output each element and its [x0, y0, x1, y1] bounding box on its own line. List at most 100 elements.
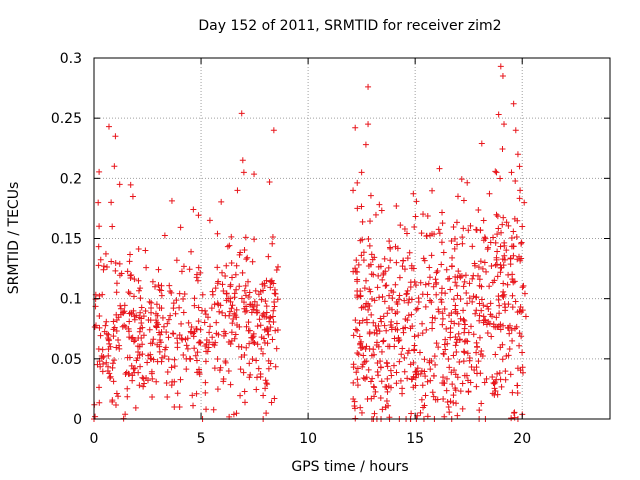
data-point	[256, 316, 263, 323]
data-point	[126, 258, 133, 265]
data-point	[478, 283, 485, 290]
data-point	[195, 339, 202, 346]
data-point	[485, 318, 492, 325]
data-point	[193, 390, 200, 397]
data-point	[507, 261, 514, 268]
data-point	[247, 301, 254, 308]
data-point	[401, 297, 408, 304]
data-point	[257, 322, 264, 329]
data-point	[492, 388, 499, 395]
data-point	[498, 229, 505, 236]
data-point	[262, 377, 269, 384]
data-point	[517, 304, 524, 311]
data-point	[195, 318, 202, 325]
data-point	[483, 375, 490, 382]
data-point	[128, 272, 135, 279]
data-point	[491, 277, 498, 284]
data-point	[420, 404, 427, 411]
data-point	[390, 362, 397, 369]
data-point	[461, 325, 468, 332]
data-point	[241, 247, 248, 254]
data-point	[201, 319, 208, 326]
data-point	[164, 393, 171, 400]
data-point	[447, 334, 454, 341]
data-point	[103, 318, 110, 325]
data-point	[429, 187, 436, 194]
data-point	[471, 260, 478, 267]
data-point	[377, 263, 384, 270]
data-point	[427, 377, 434, 384]
data-point	[388, 384, 395, 391]
data-point	[500, 214, 507, 221]
data-point	[455, 268, 462, 275]
data-point	[517, 187, 524, 194]
data-point	[496, 310, 503, 317]
data-point	[474, 343, 481, 350]
data-point	[191, 345, 198, 352]
data-point	[465, 227, 472, 234]
data-point	[464, 179, 471, 186]
data-point	[147, 355, 154, 362]
data-point	[384, 360, 391, 367]
data-point	[264, 381, 271, 388]
data-point	[376, 294, 383, 301]
data-point	[199, 291, 206, 298]
data-point	[129, 334, 136, 341]
data-point	[366, 302, 373, 309]
data-point	[122, 411, 129, 418]
data-point	[202, 358, 209, 365]
data-point	[412, 282, 419, 289]
data-point	[514, 382, 521, 389]
data-point	[251, 236, 258, 243]
data-point	[227, 295, 234, 302]
data-point	[229, 320, 236, 327]
data-point	[154, 312, 161, 319]
data-point	[494, 213, 501, 220]
y-tick-label: 0.25	[51, 111, 82, 127]
data-point	[373, 330, 380, 337]
data-point	[236, 323, 243, 330]
data-point	[507, 371, 514, 378]
data-point	[227, 381, 234, 388]
data-point	[225, 368, 232, 375]
data-point	[425, 280, 432, 287]
data-point	[473, 349, 480, 356]
data-point	[165, 316, 172, 323]
data-point	[236, 283, 243, 290]
data-point	[387, 245, 394, 252]
data-point	[396, 292, 403, 299]
data-point	[152, 317, 159, 324]
data-point	[475, 264, 482, 271]
data-point	[232, 312, 239, 319]
data-point	[485, 305, 492, 312]
data-point	[445, 403, 452, 410]
data-point	[454, 292, 461, 299]
data-point	[152, 283, 159, 290]
data-point	[163, 329, 170, 336]
data-point	[426, 274, 433, 281]
data-point	[135, 246, 142, 253]
data-point	[204, 314, 211, 321]
data-point	[124, 268, 131, 275]
data-point	[491, 380, 498, 387]
data-point	[440, 396, 447, 403]
data-point	[106, 370, 113, 377]
data-point	[176, 290, 183, 297]
data-point	[135, 277, 142, 284]
data-point	[380, 313, 387, 320]
data-point	[497, 321, 504, 328]
data-point	[191, 302, 198, 309]
data-point	[158, 358, 165, 365]
data-point	[188, 248, 195, 255]
data-point	[218, 198, 225, 205]
data-point	[393, 369, 400, 376]
data-point	[269, 313, 276, 320]
data-point	[269, 234, 276, 241]
data-point	[376, 328, 383, 335]
data-point	[389, 306, 396, 313]
data-point	[464, 350, 471, 357]
data-point	[172, 310, 179, 317]
data-point	[97, 332, 104, 339]
data-point	[427, 232, 434, 239]
data-point	[350, 332, 357, 339]
